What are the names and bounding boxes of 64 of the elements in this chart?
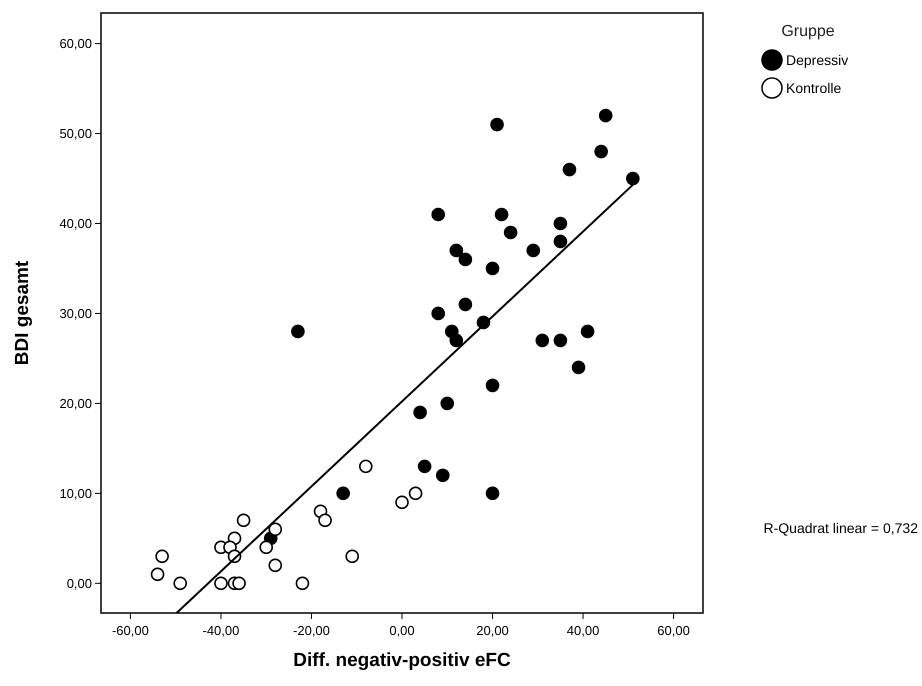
point bbox=[318, 514, 332, 528]
point bbox=[155, 550, 169, 564]
point bbox=[554, 334, 568, 348]
point bbox=[413, 406, 427, 420]
x-axis-title: Diff. negativ-positiv eFC bbox=[293, 650, 512, 671]
point bbox=[626, 172, 640, 186]
point bbox=[486, 486, 500, 500]
legend-label: Kontrolle bbox=[786, 80, 842, 96]
point bbox=[490, 118, 504, 132]
point bbox=[408, 486, 422, 500]
point bbox=[436, 468, 450, 482]
point bbox=[296, 576, 310, 590]
point bbox=[336, 486, 350, 500]
point bbox=[232, 576, 246, 590]
point bbox=[554, 234, 568, 248]
point bbox=[440, 396, 454, 410]
point bbox=[554, 216, 568, 230]
point bbox=[526, 244, 540, 258]
point bbox=[450, 244, 464, 258]
x-tick-label: 60,00 bbox=[657, 623, 690, 638]
y-axis-title: BDI gesamt bbox=[12, 260, 33, 366]
point bbox=[259, 540, 274, 554]
point bbox=[458, 298, 472, 312]
point bbox=[150, 568, 164, 582]
x-tick-label: -60,00 bbox=[112, 623, 149, 638]
y-tick-label: 50,00 bbox=[59, 126, 92, 142]
point bbox=[494, 208, 508, 222]
x-tick-label: -20,00 bbox=[293, 623, 330, 638]
x-tick-label: 20,00 bbox=[476, 623, 509, 638]
point bbox=[486, 378, 500, 392]
point bbox=[536, 334, 550, 348]
y-tick-label: 10,00 bbox=[59, 486, 92, 501]
point bbox=[450, 334, 464, 348]
x-tick-label: 0,00 bbox=[389, 623, 415, 638]
point bbox=[562, 162, 576, 176]
y-tick-label: 30,00 bbox=[59, 306, 92, 321]
point bbox=[345, 550, 360, 564]
y-tick-label: 40,00 bbox=[59, 216, 92, 231]
point bbox=[268, 558, 282, 572]
point bbox=[173, 576, 188, 590]
point bbox=[572, 360, 586, 374]
point bbox=[486, 262, 500, 276]
y-tick-label: 0,00 bbox=[66, 576, 92, 591]
point bbox=[268, 522, 282, 536]
point bbox=[580, 324, 594, 338]
legend-title: Gruppe bbox=[781, 23, 835, 40]
point bbox=[418, 460, 432, 474]
point bbox=[291, 324, 305, 338]
point bbox=[431, 306, 446, 320]
x-tick-label: -40,00 bbox=[202, 623, 240, 638]
x-tick-label: 40,00 bbox=[566, 623, 600, 638]
point bbox=[395, 496, 409, 510]
point bbox=[431, 208, 446, 222]
point bbox=[598, 108, 612, 122]
point bbox=[236, 514, 250, 528]
y-tick-label: 60,00 bbox=[59, 36, 92, 52]
y-tick-label: 20,00 bbox=[59, 396, 92, 411]
text: R-Quadrat linear = 0,732 bbox=[764, 520, 918, 536]
point bbox=[504, 226, 518, 240]
legend-label: Depressiv bbox=[786, 52, 848, 68]
point bbox=[594, 144, 608, 158]
point bbox=[214, 576, 228, 590]
point bbox=[358, 460, 373, 474]
point bbox=[458, 252, 472, 266]
